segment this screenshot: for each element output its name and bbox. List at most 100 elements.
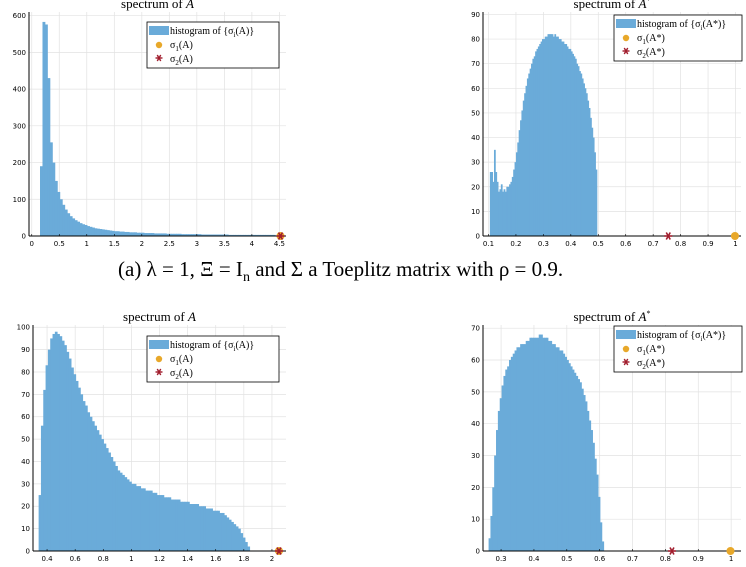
histogram-bar (515, 152, 518, 236)
histogram-bar (230, 234, 234, 236)
histogram-bar (491, 172, 494, 236)
histogram-bar (144, 233, 147, 236)
histogram-bar (210, 234, 214, 236)
histogram-bar (494, 455, 497, 551)
histogram-bar (267, 234, 271, 236)
histogram-bar (252, 234, 256, 236)
y-tick-label: 70 (21, 391, 30, 399)
histogram-bar (173, 499, 176, 551)
histogram-bar (106, 230, 110, 236)
histogram-bar (573, 56, 576, 236)
histogram-bar (498, 191, 500, 236)
histogram-bar (91, 421, 95, 551)
histogram-bar (40, 425, 44, 551)
histogram-bar (247, 546, 251, 551)
histogram-bar (492, 487, 495, 551)
histogram-bar (601, 541, 605, 551)
histogram-bar (133, 483, 137, 551)
histogram-bar (184, 501, 188, 551)
histogram-bar (105, 448, 109, 551)
histogram-bar (598, 496, 601, 551)
histogram-bar (89, 416, 93, 551)
histogram-bar (96, 228, 100, 236)
histogram-bar (555, 36, 558, 236)
legend-marker-sigma2 (622, 47, 630, 55)
histogram-bar (544, 36, 547, 236)
histogram-bar (213, 234, 217, 236)
histogram-bar (493, 149, 496, 236)
histogram-bar (590, 117, 592, 236)
histogram-bar (568, 363, 571, 551)
histogram-bar (170, 499, 174, 551)
histogram-bar (59, 199, 63, 236)
histogram-bar (548, 34, 551, 237)
histogram-bar (145, 490, 149, 551)
histogram-bar (553, 344, 556, 551)
histogram-bar (536, 337, 540, 551)
histogram-bar (131, 483, 135, 551)
chart-title: spectrum of A (121, 0, 194, 11)
histogram-bar (547, 34, 550, 237)
histogram-bar (152, 492, 155, 551)
y-tick-label: 100 (17, 324, 30, 332)
histogram-bar (44, 24, 48, 237)
histogram-bar (140, 488, 144, 551)
histogram-bar (235, 234, 239, 236)
x-tick-label: 3.5 (219, 240, 230, 248)
x-tick-label: 1.5 (109, 240, 120, 248)
histogram-bar (522, 100, 525, 236)
chart-title: spectrum of A* (574, 0, 651, 11)
histogram-bar (584, 88, 587, 236)
histogram-bar (219, 512, 223, 551)
histogram-bar (214, 510, 218, 551)
histogram-bar (84, 224, 88, 236)
histogram-bar (181, 234, 185, 236)
histogram-bar (154, 492, 158, 551)
y-tick-label: 70 (471, 60, 480, 68)
histogram-bar (64, 345, 67, 551)
histogram-bar (149, 490, 153, 551)
histogram-bar (533, 337, 536, 551)
histogram-bar (43, 389, 46, 551)
histogram-bar (557, 36, 559, 236)
histogram-bar (572, 53, 574, 236)
y-tick-label: 90 (21, 346, 30, 354)
histogram-bar (207, 508, 211, 551)
histogram-bar (569, 48, 572, 236)
histogram-bar (203, 506, 207, 551)
histogram-bar (555, 347, 558, 551)
histogram-bar (134, 232, 137, 236)
histogram-bar (538, 334, 541, 551)
histogram-bar (509, 360, 512, 551)
x-tick-label: 1.2 (154, 555, 165, 563)
y-tick-label: 200 (13, 159, 26, 167)
legend-label-sigma2: σ2(A*) (637, 358, 665, 371)
histogram-bar (549, 340, 553, 551)
x-tick-label: 4 (250, 240, 255, 248)
histogram-bar (175, 499, 179, 551)
sigma2-marker (274, 547, 283, 555)
histogram-bar (156, 495, 160, 551)
histogram-bar (520, 344, 523, 551)
x-tick-label: 0.8 (660, 555, 671, 563)
histogram-bar (80, 394, 84, 551)
histogram-bar (557, 347, 560, 551)
histogram-bar (596, 474, 599, 551)
histogram-bar (525, 85, 528, 236)
histogram-bar (73, 374, 77, 551)
histogram-bar (220, 234, 224, 236)
histogram-bar (539, 44, 542, 236)
histogram-bar (166, 233, 170, 236)
histogram-bar (260, 234, 264, 236)
histogram-bar (564, 356, 567, 551)
histogram-bar (587, 100, 590, 236)
histogram-bar (77, 221, 81, 236)
histogram-bar (168, 233, 172, 236)
histogram-bar (54, 331, 58, 551)
histogram-bar (504, 191, 507, 236)
histogram-bar (96, 430, 100, 551)
legend-swatch-histogram (149, 26, 169, 35)
histogram-bar (563, 44, 566, 236)
histogram-bar (518, 130, 521, 236)
histogram-bar (208, 234, 212, 236)
